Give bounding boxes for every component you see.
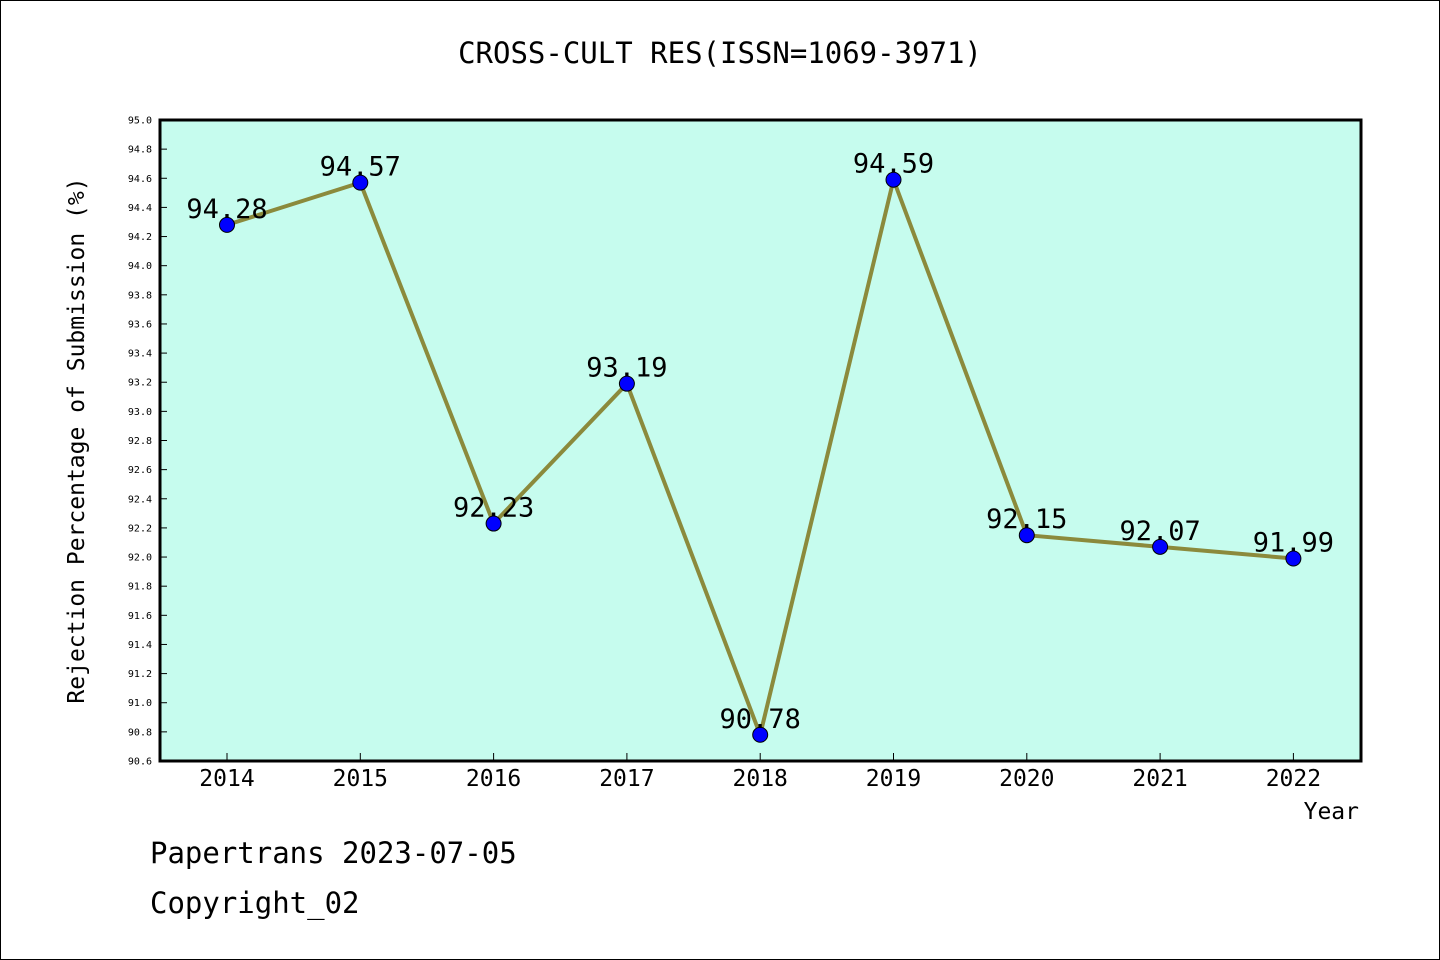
y-axis-ticks: 90.6 90.8 91.0 91.2 91.4 91.6 91.8 92.0 92.2 92.4… bbox=[128, 116, 167, 768]
data-labels: 94.28 94.57 92.23 93.19 90.78 94.59 92.15 92.07… bbox=[186, 149, 1334, 735]
y-tick-label: 93.4 bbox=[128, 349, 152, 360]
y-tick-label: 94.8 bbox=[128, 145, 152, 156]
x-axis-ticks: 2014 2015 2016 2017 2018 2019 2020 2021 2022 bbox=[199, 753, 1321, 792]
data-markers bbox=[219, 171, 1302, 743]
footer-copyright: Copyright_02 bbox=[150, 886, 360, 920]
y-tick-label: 91.2 bbox=[128, 669, 152, 680]
data-point bbox=[885, 171, 902, 188]
y-tick-label: 93.8 bbox=[128, 290, 152, 301]
chart-title: CROSS-CULT RES(ISSN=1069-3971) bbox=[458, 36, 982, 70]
data-point bbox=[1152, 538, 1169, 555]
data-point bbox=[219, 216, 235, 233]
plot-area bbox=[158, 118, 1363, 763]
y-tick-label: 93.0 bbox=[128, 407, 152, 418]
y-tick-label: 92.0 bbox=[128, 553, 152, 564]
x-tick-label: 2018 bbox=[733, 766, 788, 792]
data-point bbox=[352, 174, 369, 191]
y-tick-label: 94.6 bbox=[128, 174, 152, 185]
x-tick-label: 2021 bbox=[1132, 766, 1187, 792]
y-tick-label: 91.8 bbox=[128, 582, 152, 593]
x-tick-label: 2015 bbox=[333, 766, 388, 792]
y-axis-label: Rejection Percentage of Submission (%) bbox=[64, 177, 90, 703]
data-point bbox=[1018, 527, 1035, 544]
y-tick-label: 93.6 bbox=[128, 319, 152, 330]
data-point bbox=[618, 375, 635, 392]
y-tick-label: 90.6 bbox=[128, 757, 152, 768]
data-label: 94.57 bbox=[320, 152, 401, 183]
x-tick-label: 2017 bbox=[599, 766, 654, 792]
data-label: 92.15 bbox=[986, 504, 1067, 535]
data-label: 94.59 bbox=[853, 149, 934, 180]
data-label: 92.23 bbox=[453, 493, 534, 524]
footer-date: Papertrans 2023-07-05 bbox=[150, 836, 517, 870]
data-point bbox=[485, 515, 502, 532]
y-tick-label: 94.0 bbox=[128, 261, 152, 272]
y-tick-label: 95.0 bbox=[128, 116, 152, 127]
y-tick-label: 92.8 bbox=[128, 436, 152, 447]
data-label: 94.28 bbox=[186, 194, 267, 225]
y-tick-label: 92.2 bbox=[128, 523, 152, 534]
y-tick-label: 94.2 bbox=[128, 232, 152, 243]
data-label: 91.99 bbox=[1253, 528, 1334, 559]
data-point bbox=[1285, 550, 1302, 567]
y-tick-label: 94.4 bbox=[128, 203, 152, 214]
x-tick-label: 2014 bbox=[199, 766, 254, 792]
x-tick-label: 2019 bbox=[866, 766, 921, 792]
y-tick-label: 92.6 bbox=[128, 465, 152, 476]
data-label: 93.19 bbox=[586, 353, 667, 384]
x-tick-label: 2016 bbox=[466, 766, 521, 792]
x-tick-label: 2020 bbox=[999, 766, 1054, 792]
x-tick-label: 2022 bbox=[1266, 766, 1321, 792]
data-label: 92.07 bbox=[1119, 516, 1200, 547]
y-tick-label: 92.4 bbox=[128, 494, 152, 505]
data-label: 90.78 bbox=[720, 704, 801, 735]
y-tick-label: 93.2 bbox=[128, 378, 152, 389]
y-tick-label: 91.6 bbox=[128, 611, 152, 622]
y-tick-label: 91.0 bbox=[128, 698, 152, 709]
x-axis-label: Year bbox=[1304, 799, 1359, 825]
data-point bbox=[752, 726, 769, 743]
y-tick-label: 90.8 bbox=[128, 727, 152, 738]
y-tick-label: 91.4 bbox=[128, 640, 152, 651]
